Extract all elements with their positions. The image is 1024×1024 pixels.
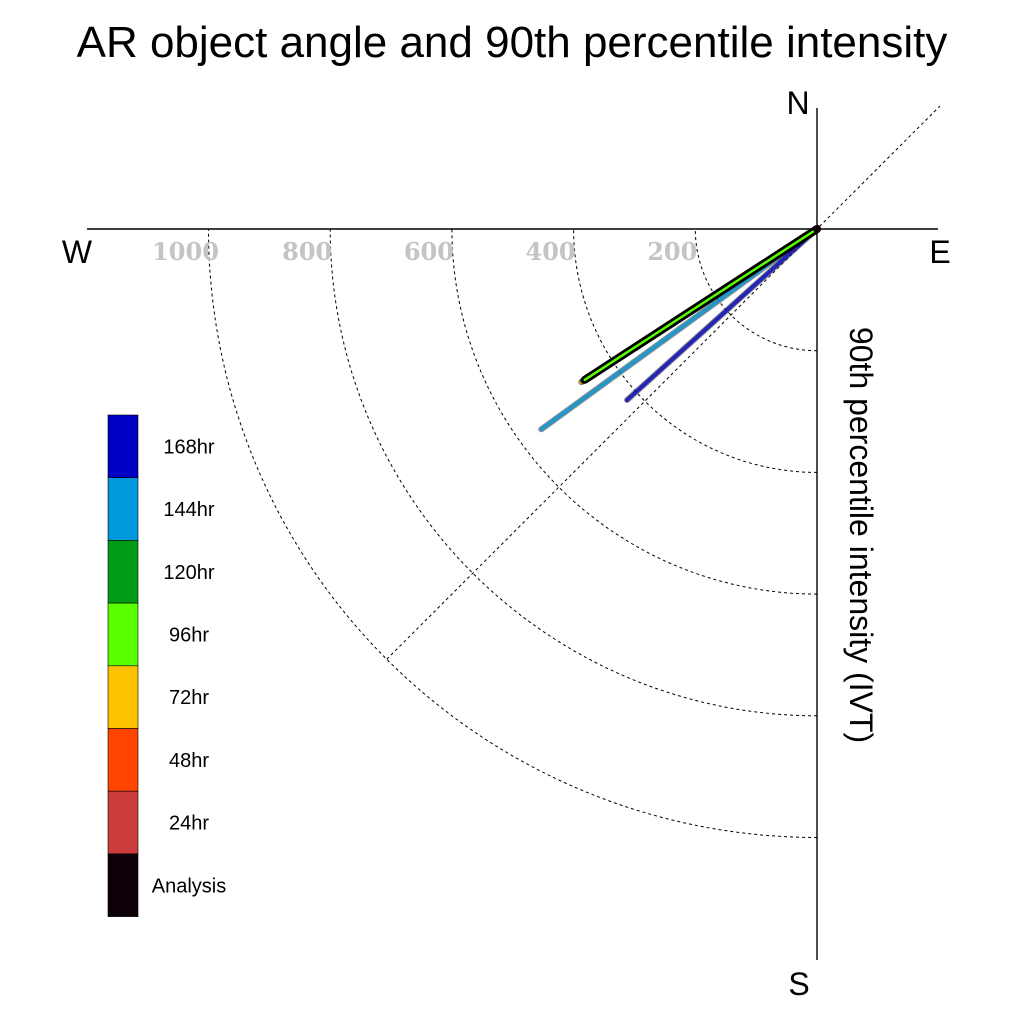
legend-swatch-168hr: [107, 414, 139, 479]
y-axis-label: 90th percentile intensity (IVT): [843, 327, 879, 743]
polar-grid: [208, 105, 941, 838]
legend-label-96hr: 96hr: [169, 624, 209, 646]
range-ring-1000: [208, 228, 818, 838]
range-ring-400: [573, 228, 818, 473]
legend-label-72hr: 72hr: [169, 687, 209, 709]
compass-east: E: [929, 234, 950, 270]
vector-168hr: [624, 226, 820, 404]
tick-label-200: 200: [647, 237, 697, 266]
legend: 168hr 144hr 120hr 96hr 72hr 48hr 24hr Analysis: [107, 414, 226, 917]
compass-west: W: [62, 234, 93, 270]
radial-tick-labels: 200 400 600 800 1000: [152, 237, 697, 266]
range-ring-800: [329, 228, 818, 717]
legend-swatch-96hr: [107, 602, 139, 667]
diagonal-reference-line: [386, 105, 941, 660]
compass-south: S: [788, 966, 809, 1002]
vector-analysis: [580, 225, 821, 384]
tick-label-400: 400: [526, 237, 576, 266]
tick-label-600: 600: [404, 237, 454, 266]
legend-label-48hr: 48hr: [169, 750, 209, 772]
legend-swatch-analysis: [107, 853, 139, 917]
series-vectors: [538, 225, 821, 433]
legend-swatch-72hr: [107, 665, 139, 729]
legend-swatch-48hr: [107, 728, 139, 792]
legend-swatch-24hr: [107, 790, 139, 855]
chart-title: AR object angle and 90th percentile inte…: [77, 18, 948, 67]
tick-label-800: 800: [282, 237, 332, 266]
range-ring-600: [451, 228, 818, 595]
legend-label-144hr: 144hr: [163, 499, 214, 521]
legend-label-24hr: 24hr: [169, 813, 209, 835]
legend-label-168hr: 168hr: [163, 436, 214, 458]
legend-label-analysis: Analysis: [152, 875, 226, 897]
origin-marker: [813, 225, 821, 233]
range-ring-200: [694, 228, 818, 352]
compass-north: N: [786, 85, 809, 121]
tick-label-1000: 1000: [152, 237, 219, 266]
legend-swatch-144hr: [107, 477, 139, 541]
legend-swatch-120hr: [107, 540, 139, 604]
legend-label-120hr: 120hr: [163, 562, 214, 584]
